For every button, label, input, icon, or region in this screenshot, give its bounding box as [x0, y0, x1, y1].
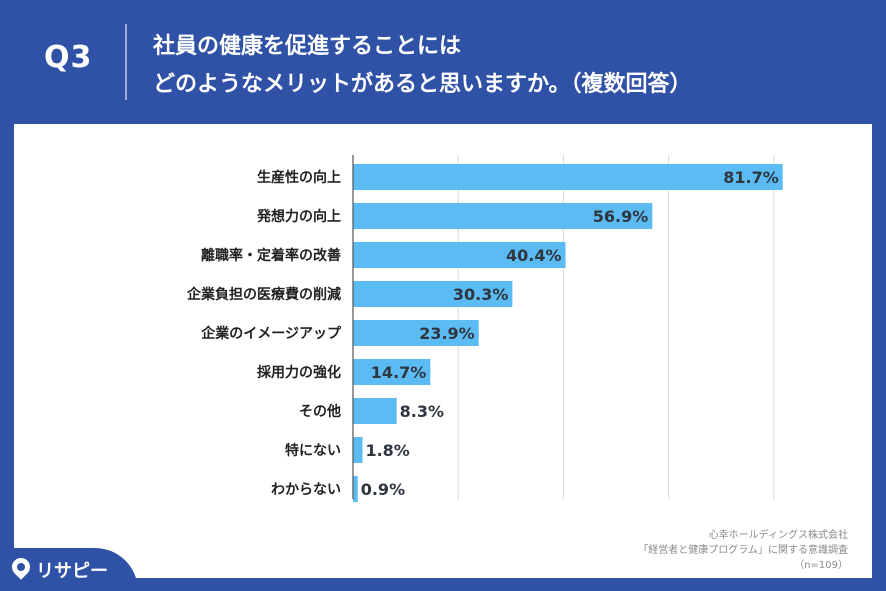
question-title-line-1: 社員の健康を促進することには: [153, 34, 462, 59]
question-number: Q3: [44, 40, 93, 75]
value-label: 30.3%: [453, 285, 509, 304]
source-company: 心幸ホールディングス株式会社: [708, 530, 848, 541]
bar: [353, 281, 513, 307]
value-label: 14.7%: [371, 363, 427, 382]
bar: [353, 359, 431, 385]
category-label: 生産性の向上: [257, 169, 341, 186]
value-label: 56.9%: [593, 207, 649, 226]
category-label: わからない: [271, 482, 341, 498]
location-pin-icon: [8, 554, 34, 580]
bar: [353, 164, 783, 190]
value-label: 81.7%: [723, 168, 779, 187]
header-divider: [125, 24, 127, 100]
category-label: 離職率・定着率の改善: [201, 247, 341, 264]
question-title-line-2: どのようなメリットがあると思いますか。（複数回答）: [153, 72, 692, 97]
category-label: 発想力の向上: [256, 208, 341, 225]
category-label: 企業のイメージアップ: [200, 325, 342, 342]
source-survey-title: 「経営者と健康プログラム」に関する意識調査: [638, 545, 848, 556]
category-label: 採用力の強化: [257, 364, 341, 381]
value-label: 1.8%: [365, 441, 409, 460]
bar-chart: 生産性の向上 81.7% 発想力の向上 56.9% 離職率・定着率の改善 40.4% 企業負…: [186, 155, 783, 502]
bar: [353, 437, 363, 463]
category-label: その他: [299, 403, 341, 420]
value-label: 0.9%: [361, 480, 405, 499]
source-sample-size: （n=109）: [794, 560, 848, 571]
logo-text: リサピー: [36, 561, 108, 582]
value-label: 40.4%: [506, 246, 562, 265]
category-label: 企業負担の医療費の削減: [186, 286, 341, 303]
bar: [353, 476, 358, 502]
source-note: 心幸ホールディングス株式会社 「経営者と健康プログラム」に関する意識調査 （n=…: [638, 528, 848, 573]
value-label: 8.3%: [400, 402, 444, 421]
chart-panel: 生産性の向上 81.7% 発想力の向上 56.9% 離職率・定着率の改善 40.4% 企業負…: [14, 124, 872, 578]
bar: [353, 203, 653, 229]
category-label: 特にない: [285, 442, 341, 459]
bar: [353, 242, 566, 268]
bar: [353, 398, 397, 424]
value-label: 23.9%: [419, 324, 475, 343]
logo-badge: リサピー: [0, 548, 138, 591]
bar: [353, 320, 479, 346]
header: Q3 社員の健康を促進することには どのようなメリットがあると思いますか。（複数…: [0, 0, 886, 122]
